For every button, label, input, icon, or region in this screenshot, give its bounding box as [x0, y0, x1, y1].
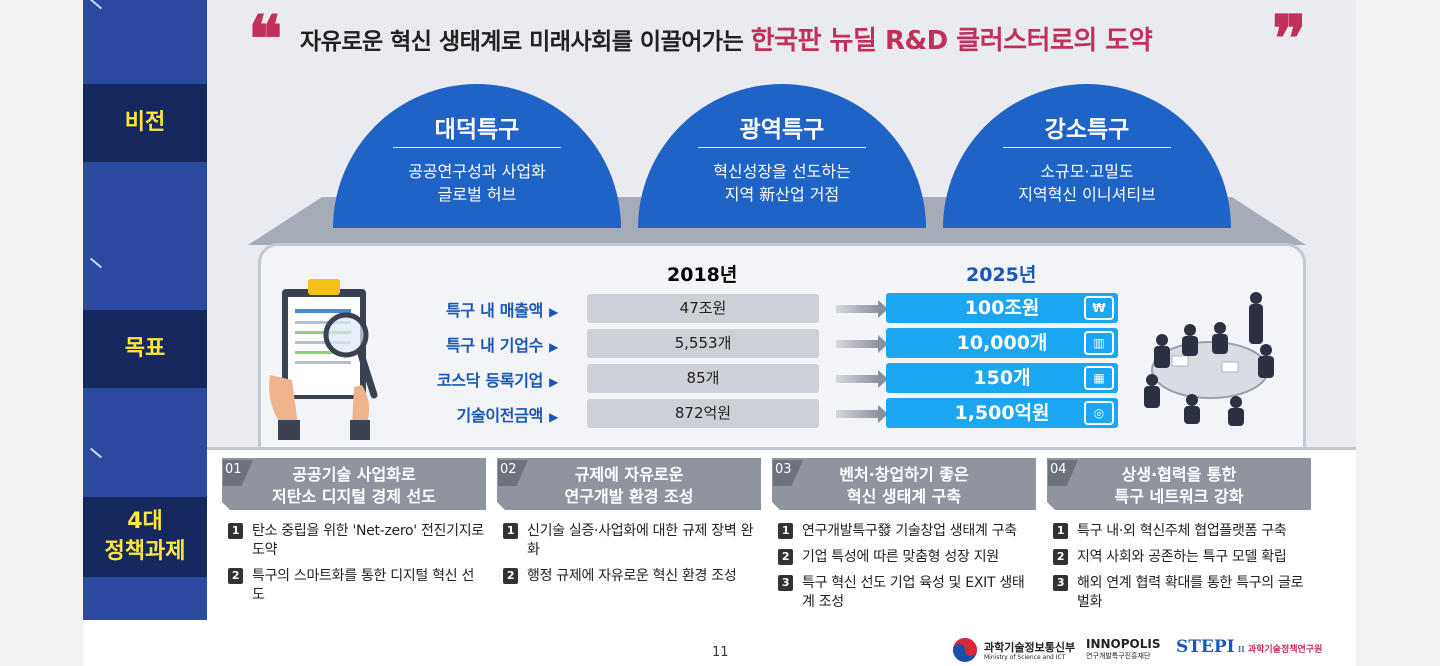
- page-number: 11: [712, 645, 729, 660]
- cash-icon: ◎: [1084, 401, 1114, 425]
- meeting-table-icon: [1144, 292, 1274, 426]
- sidebar-tasks-line1: 4대: [127, 509, 163, 535]
- task-item: 1 탄소 중립을 위한 'Net-zero' 전진기지로 도약: [228, 522, 486, 560]
- task-item: 3 해외 연계 협력 확대를 통한 특구의 글로벌화: [1053, 574, 1311, 612]
- task-title-line2: 특구 네트워크 강화: [1114, 486, 1244, 506]
- triangle-right-icon: ▶: [549, 410, 558, 424]
- close-quote-icon: ❞: [1272, 2, 1307, 77]
- goal-value-2018: 5,553개: [587, 329, 819, 358]
- task-item: 2 행정 규제에 자유로운 혁신 환경 조성: [503, 567, 761, 586]
- goal-value-2025: 10,000개 ▥: [886, 328, 1118, 358]
- task-title-line2: 혁신 생태계 구축: [846, 486, 962, 506]
- corner-mark: [89, 257, 103, 269]
- corner-mark: [89, 447, 103, 459]
- office-icon: ▦: [1084, 366, 1114, 390]
- taegeuk-icon: [953, 638, 977, 662]
- sidebar-tasks-line2: 정책과제: [104, 539, 186, 564]
- goal-value-2025: 100조원 ₩: [886, 293, 1118, 323]
- footer: [83, 620, 1356, 666]
- task-title-line1: 규제에 자유로운: [574, 465, 684, 484]
- task-item: 3 특구 혁신 선도 기업 육성 및 EXIT 생태계 조성: [778, 574, 1036, 612]
- triangle-right-icon: ▶: [549, 340, 558, 354]
- arrow-right-icon: [836, 335, 888, 353]
- task-items: 1 연구개발특구發 기술창업 생태계 구축 2 기업 특성에 따른 맞춤형 성장 지…: [772, 522, 1036, 612]
- stepi-logo: STEPI ⁞⁞ 과학기술정책연구원: [1176, 637, 1323, 657]
- task-item: 1 특구 내·외 혁신주체 협업플랫폼 구축: [1053, 522, 1311, 541]
- task-items: 1 신기술 실증·사업화에 대한 규제 장벽 완화 2 행정 규제에 자유로운 혁신…: [497, 522, 761, 586]
- task-item: 2 기업 특성에 따른 맞춤형 성장 지원: [778, 548, 1036, 567]
- goal-value-2018: 47조원: [587, 294, 819, 323]
- goal-label: 기술이전금액 ▶: [456, 406, 559, 425]
- goal-value-2025: 1,500억원 ◎: [886, 398, 1118, 428]
- vision-desc: 혁신성장을 선도하는 지역 新산업 거점: [713, 162, 851, 205]
- task-title-line1: 상생·협력을 통한: [1121, 465, 1237, 484]
- vision-desc: 소규모·고밀도 지역혁신 이니셔티브: [1018, 162, 1156, 205]
- building-icon: ▥: [1084, 331, 1114, 355]
- goal-value-2018: 872억원: [587, 399, 819, 428]
- vision-title: 대덕특구: [434, 117, 520, 143]
- vision-title: 광역특구: [739, 117, 825, 143]
- vision-title: 강소특구: [1044, 117, 1130, 143]
- task-card-04: 04 상생·협력을 통한 특구 네트워크 강화 1 특구 내·외 혁신주체 협업플…: [1047, 458, 1311, 619]
- page-title: 자유로운 혁신 생태계로 미래사회를 이끌어가는 한국판 뉴딜 R&D 클러스터…: [300, 20, 1153, 57]
- task-items: 1 탄소 중립을 위한 'Net-zero' 전진기지로 도약 2 특구의 스마트화…: [222, 522, 486, 605]
- goal-label: 특구 내 기업수 ▶: [446, 336, 558, 355]
- task-item: 2 특구의 스마트화를 통한 디지털 혁신 선도: [228, 567, 486, 605]
- task-header: 01 공공기술 사업화로 저탄소 디지털 경제 선도: [222, 458, 486, 510]
- goal-value-2018: 85개: [587, 364, 819, 393]
- dots-icon: ⁞⁞: [1237, 645, 1245, 655]
- goal-value-2025: 150개 ▦: [886, 363, 1118, 393]
- vision-desc: 공공연구성과 사업화 글로벌 허브: [408, 162, 546, 205]
- open-quote-icon: ❝: [248, 2, 283, 77]
- innopolis-logo: INNOPOLIS 연구개발특구진흥재단: [1086, 637, 1161, 660]
- arrow-right-icon: [836, 405, 888, 423]
- title-lead: 자유로운 혁신 생태계로 미래사회를 이끌어가는: [300, 29, 744, 55]
- task-title-line2: 연구개발 환경 조성: [564, 486, 694, 506]
- task-item: 1 신기술 실증·사업화에 대한 규제 장벽 완화: [503, 522, 761, 560]
- task-item: 2 지역 사회와 공존하는 특구 모델 확립: [1053, 548, 1311, 567]
- divider: [1003, 147, 1171, 148]
- divider: [698, 147, 866, 148]
- triangle-right-icon: ▶: [549, 375, 558, 389]
- arrow-right-icon: [836, 370, 888, 388]
- corner-mark: [89, 0, 103, 10]
- divider: [393, 147, 561, 148]
- sidebar-tasks: 4대 정책과제: [83, 497, 207, 577]
- task-title-line2: 저탄소 디지털 경제 선도: [272, 486, 436, 506]
- goal-label: 특구 내 매출액 ▶: [446, 301, 558, 320]
- sidebar-goals: 목표: [83, 310, 207, 388]
- goal-label: 코스닥 등록기업 ▶: [436, 371, 558, 390]
- task-item: 1 연구개발특구發 기술창업 생태계 구축: [778, 522, 1036, 541]
- task-title-line1: 벤처·창업하기 좋은: [839, 465, 969, 484]
- sidebar-vision: 비전: [83, 84, 207, 162]
- task-header: 03 벤처·창업하기 좋은 혁신 생태계 구축: [772, 458, 1036, 510]
- task-header: 04 상생·협력을 통한 특구 네트워크 강화: [1047, 458, 1311, 510]
- sidebar: 비전 목표 4대 정책과제: [83, 0, 207, 620]
- task-card-01: 01 공공기술 사업화로 저탄소 디지털 경제 선도 1 탄소 중립을 위한 'N…: [222, 458, 486, 612]
- arrow-right-icon: [836, 300, 888, 318]
- money-bag-icon: ₩: [1084, 296, 1114, 320]
- task-items: 1 특구 내·외 혁신주체 협업플랫폼 구축 2 지역 사회와 공존하는 특구 모델…: [1047, 522, 1311, 612]
- year-2025-header: 2025년: [966, 264, 1037, 286]
- clipboard-magnifier-icon: [269, 279, 378, 440]
- task-title-line1: 공공기술 사업화로: [292, 465, 416, 484]
- year-2018-header: 2018년: [667, 264, 738, 286]
- task-card-02: 02 규제에 자유로운 연구개발 환경 조성 1 신기술 실증·사업화에 대한 규…: [497, 458, 761, 593]
- title-accent: 한국판 뉴딜 R&D 클러스터로의 도약: [750, 26, 1153, 56]
- triangle-right-icon: ▶: [549, 305, 558, 319]
- task-card-03: 03 벤처·창업하기 좋은 혁신 생태계 구축 1 연구개발특구發 기술창업 생태…: [772, 458, 1036, 619]
- task-header: 02 규제에 자유로운 연구개발 환경 조성: [497, 458, 761, 510]
